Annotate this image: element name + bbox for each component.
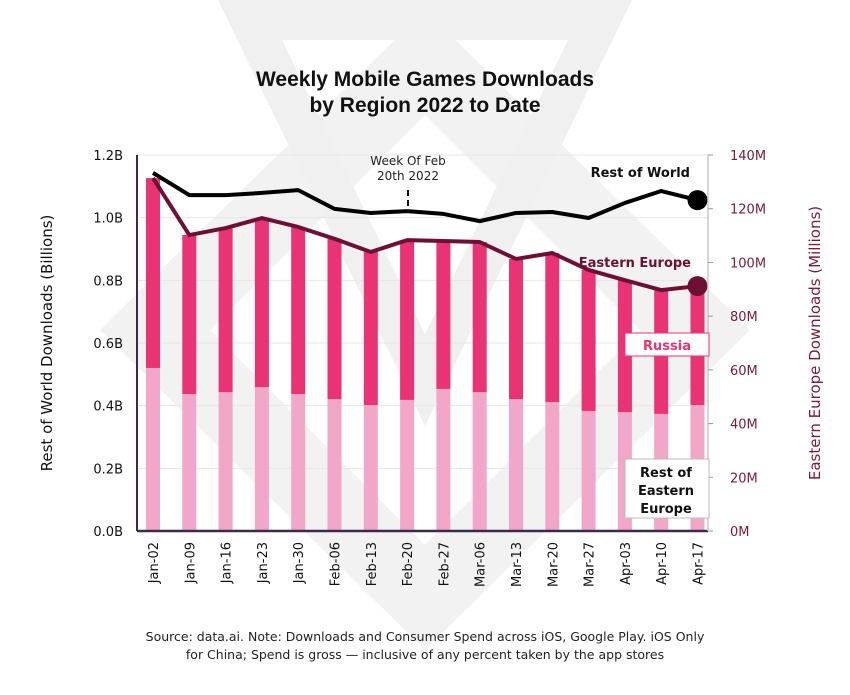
bar-rest-of-eastern-europe	[581, 410, 596, 531]
left-tick-label: 0.8B	[93, 274, 123, 289]
x-tick-label: Jan-16	[220, 542, 235, 584]
right-tick-label: 140M	[730, 149, 766, 164]
legend-russia: Russia	[624, 332, 710, 357]
bar-russia	[254, 218, 269, 388]
left-tick-label: 1.0B	[93, 212, 123, 227]
right-tick-label: 120M	[730, 203, 766, 218]
bar-russia	[363, 251, 378, 406]
annotation-line1: Week Of Feb	[370, 154, 445, 168]
chart-subtitle: by Region 2022 to Date	[309, 94, 540, 117]
legend-rest-of-ee-line3: Europe	[640, 502, 692, 517]
line-eastern-europe	[151, 177, 698, 293]
x-tick-label: Mar-13	[510, 542, 525, 587]
x-tick-label: Jan-09	[183, 542, 198, 584]
bar-rest-of-eastern-europe	[363, 405, 378, 531]
label-eastern-europe: Eastern Europe	[579, 256, 691, 271]
bar-russia	[291, 226, 306, 395]
bar-rest-of-eastern-europe	[400, 399, 415, 531]
x-tick-label: Jan-23	[256, 542, 271, 584]
bar-rest-of-eastern-europe	[291, 394, 306, 531]
x-tick-label: Apr-03	[619, 542, 634, 585]
left-tick-label: 0.6B	[93, 337, 123, 352]
legend-rest-of-ee-box	[624, 458, 710, 519]
bar-rest-of-eastern-europe	[327, 399, 342, 531]
x-tick-label: Mar-06	[474, 542, 489, 587]
lines-group	[151, 171, 708, 297]
bar-russia	[218, 228, 233, 393]
x-axis-ticks: Jan-02 Jan-09 Jan-16 Jan-23 Jan-30 Feb-06 Feb-…	[147, 542, 707, 587]
left-axis-ticks: 0.0B 0.2B 0.4B 0.6B 0.8B 1.0B 1.2B	[93, 149, 123, 540]
x-tick-label: Apr-10	[655, 542, 670, 585]
right-tick-label: 20M	[730, 471, 758, 486]
right-tick-label: 40M	[730, 418, 758, 433]
bar-russia	[472, 242, 487, 393]
bar-russia	[182, 235, 197, 395]
source-note-line2: for China; Spend is gross — inclusive of…	[185, 647, 665, 662]
right-axis-title: Eastern Europe Downloads (Millions)	[806, 206, 824, 480]
left-tick-label: 1.2B	[93, 149, 123, 164]
bar-russia	[146, 178, 160, 368]
left-tick-label: 0.0B	[93, 525, 123, 540]
right-tick-label: 100M	[730, 256, 766, 271]
bar-rest-of-eastern-europe	[436, 388, 451, 531]
legend-rest-of-ee: Rest of Eastern Europe	[624, 458, 710, 519]
source-note: Source: data.ai. Note: Downloads and Con…	[0, 628, 850, 664]
right-axis-ticks: 0M 20M 40M 60M 80M 100M 120M 140M	[708, 149, 766, 540]
line-rest-of-world	[151, 171, 698, 224]
legend-rest-of-ee-line2: Eastern	[638, 484, 694, 499]
x-tick-label: Feb-06	[329, 542, 344, 586]
legend-russia-box	[624, 332, 710, 357]
source-note-line1: Source: data.ai. Note: Downloads and Con…	[145, 629, 705, 644]
point-eastern-europe	[687, 276, 708, 297]
legend-russia-label: Russia	[643, 339, 691, 354]
x-tick-label: Mar-20	[546, 542, 561, 587]
left-axis-title: Rest of World Downloads (Billions)	[38, 215, 56, 472]
x-tick-label: Jan-30	[292, 542, 307, 584]
bar-rest-of-eastern-europe	[218, 392, 233, 531]
label-rest-of-world: Rest of World	[591, 166, 690, 181]
bar-rest-of-eastern-europe	[545, 402, 560, 531]
right-tick-label: 0M	[730, 525, 750, 540]
chart-title: Weekly Mobile Games Downloads	[256, 68, 594, 91]
bar-russia	[581, 269, 596, 411]
bar-rest-of-eastern-europe	[146, 367, 160, 531]
bar-russia	[545, 253, 560, 403]
bar-rest-of-eastern-europe	[472, 392, 487, 531]
left-tick-label: 0.4B	[93, 400, 123, 415]
x-tick-label: Feb-20	[401, 542, 416, 586]
x-tick-label: Feb-27	[437, 542, 452, 586]
bar-russia	[327, 238, 342, 400]
x-tick-label: Apr-17	[692, 542, 707, 585]
x-tick-label: Jan-02	[147, 542, 162, 584]
right-tick-label: 60M	[730, 364, 758, 379]
bar-russia	[400, 240, 415, 400]
annotation-line2: 20th 2022	[377, 169, 439, 183]
point-rest-of-world	[687, 190, 708, 211]
bar-russia	[509, 258, 523, 400]
x-tick-label: Feb-13	[365, 542, 380, 586]
left-tick-label: 0.2B	[93, 462, 123, 477]
bar-rest-of-eastern-europe	[509, 399, 523, 531]
bar-rest-of-eastern-europe	[254, 387, 269, 531]
right-tick-label: 80M	[730, 310, 758, 325]
bar-rest-of-eastern-europe	[182, 394, 197, 531]
legend-rest-of-ee-line1: Rest of	[640, 466, 692, 481]
bar-russia	[436, 240, 451, 389]
x-tick-label: Mar-27	[583, 542, 598, 587]
